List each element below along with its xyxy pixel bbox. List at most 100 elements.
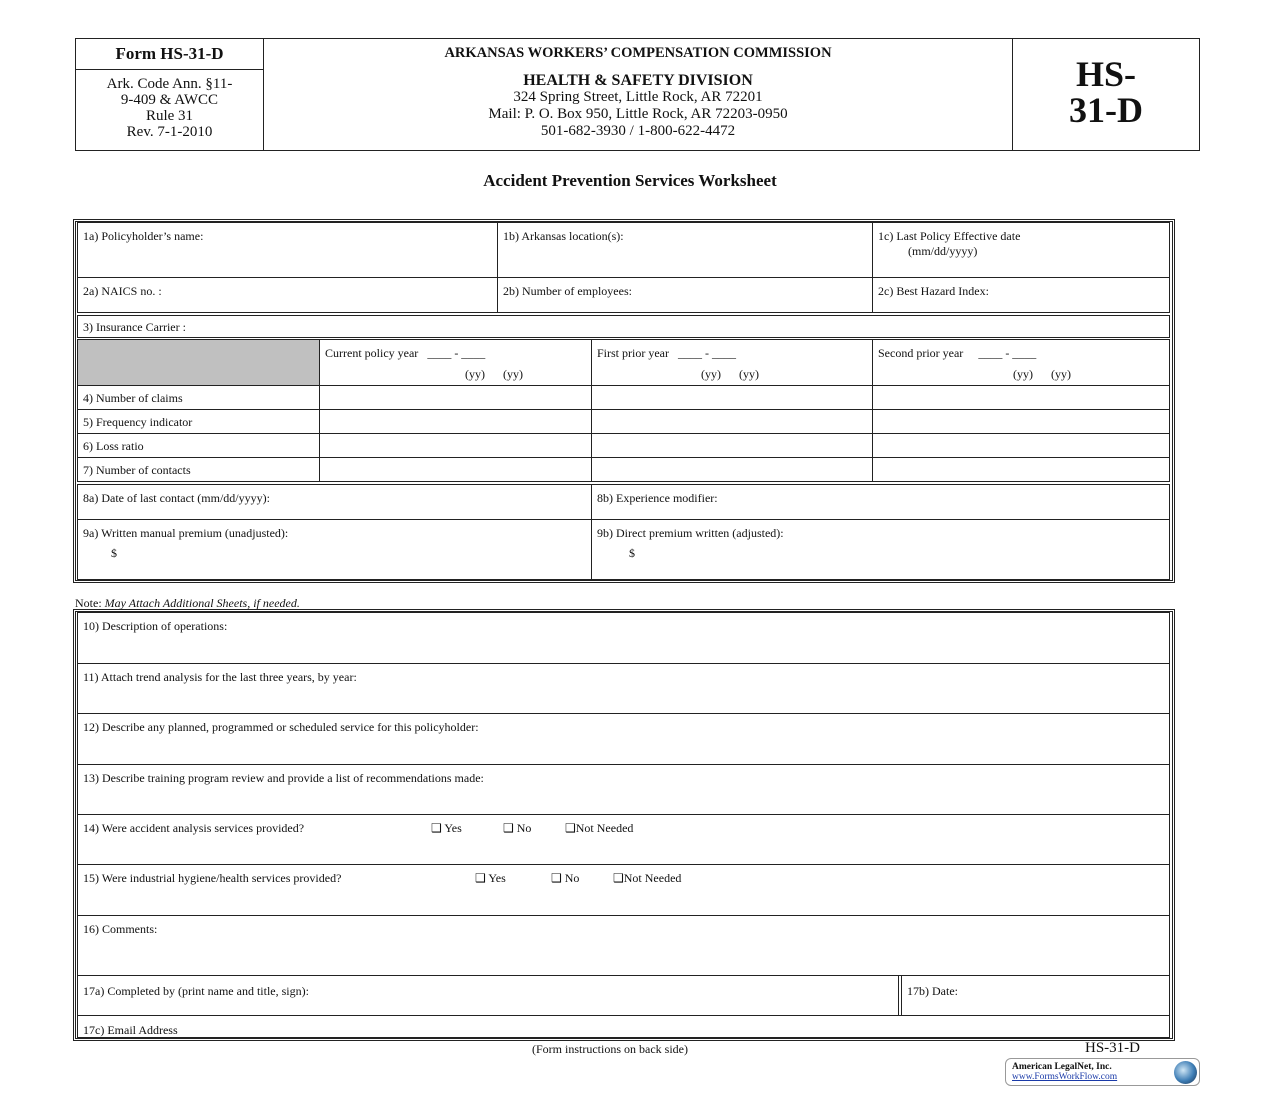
direct-premium-field[interactable]: 9b) Direct premium written (adjusted): $ (591, 519, 1170, 580)
code-line: 9-409 & AWCC (120, 92, 219, 108)
not-needed-checkbox[interactable]: ❑Not Needed (565, 821, 634, 835)
yy-label: (yy) (yy) (701, 367, 759, 381)
legalnet-logo[interactable]: American LegalNet, Inc. www.FormsWorkFlo… (1005, 1058, 1200, 1086)
code-reference: Ark. Code Ann. §11- 9-409 & AWCC Rule 31… (75, 76, 264, 140)
year-label: Second prior year (878, 346, 964, 360)
yes-checkbox[interactable]: ❑ Yes (475, 871, 506, 885)
label: 1b) Arkansas location(s): (503, 229, 624, 243)
label: 16) Comments: (83, 922, 158, 936)
label: 2c) Best Hazard Index: (878, 284, 989, 298)
employees-field[interactable]: 2b) Number of employees: (497, 277, 873, 313)
hazard-index-field[interactable]: 2c) Best Hazard Index: (872, 277, 1170, 313)
trend-analysis-field[interactable]: 11) Attach trend analysis for the last t… (77, 663, 1170, 714)
written-premium-field[interactable]: 9a) Written manual premium (unadjusted):… (77, 519, 592, 580)
label: 12) Describe any planned, programmed or … (83, 720, 479, 734)
grid-input-cell[interactable] (591, 409, 873, 434)
naics-field[interactable]: 2a) NAICS no. : (77, 277, 498, 313)
year-label: First prior year (597, 346, 669, 360)
year-blank: ____ - ____ (978, 346, 1037, 360)
big-form-id: HS- 31-D (1012, 56, 1200, 128)
year-label: Current policy year (325, 346, 419, 360)
yes-checkbox[interactable]: ❑ Yes (431, 821, 462, 835)
grid-input-cell[interactable] (591, 385, 873, 410)
grid-input-cell[interactable] (872, 433, 1170, 458)
big-form-id-line2: 31-D (1069, 90, 1143, 130)
grid-input-cell[interactable] (872, 385, 1170, 410)
label: 4) Number of claims (83, 391, 183, 405)
agency-block: ARKANSAS WORKERS’ COMPENSATION COMMISSIO… (264, 45, 1012, 140)
grid-input-cell[interactable] (591, 433, 873, 458)
division-name: HEALTH & SAFETY DIVISION (523, 72, 753, 89)
comments-field[interactable]: 16) Comments: (77, 915, 1170, 976)
section1-table (73, 219, 1175, 583)
no-checkbox[interactable]: ❑ No (551, 871, 580, 885)
note-text: May Attach Additional Sheets, if needed. (104, 596, 300, 610)
year-header: First prior year ____ - ____ (yy) (yy) (591, 339, 873, 386)
code-line: Rev. 7-1-2010 (126, 124, 213, 140)
logo-url[interactable]: www.FormsWorkFlow.com (1012, 1072, 1118, 1082)
logo-name: American LegalNet, Inc. (1012, 1062, 1112, 1072)
policy-effective-date-field[interactable]: 1c) Last Policy Effective date (mm/dd/yyy… (872, 222, 1170, 278)
planned-service-field[interactable]: 12) Describe any planned, programmed or … (77, 713, 1170, 765)
label: 9a) Written manual premium (unadjusted): (83, 526, 289, 540)
row-label: 6) Loss ratio (77, 433, 320, 458)
label: 7) Number of contacts (83, 463, 191, 477)
year-blank: ____ - ____ (427, 346, 486, 360)
label: 17c) Email Address (83, 1023, 178, 1037)
label: 10) Description of operations: (83, 619, 228, 633)
grid-corner (77, 339, 320, 386)
instructions-note: (Form instructions on back side) (532, 1042, 688, 1056)
no-checkbox[interactable]: ❑ No (503, 821, 532, 835)
hygiene-services-question: 15) Were industrial hygiene/health servi… (77, 864, 1170, 916)
row-label: 7) Number of contacts (77, 457, 320, 482)
note: Note: May Attach Additional Sheets, if n… (75, 596, 300, 611)
label: 11) Attach trend analysis for the last t… (83, 670, 357, 684)
agency-name: ARKANSAS WORKERS’ COMPENSATION COMMISSIO… (444, 45, 832, 61)
label: 5) Frequency indicator (83, 415, 193, 429)
label: 3) Insurance Carrier : (83, 320, 186, 334)
insurance-carrier-field[interactable]: 3) Insurance Carrier : (77, 315, 1170, 338)
label: 14) Were accident analysis services prov… (83, 821, 305, 835)
grid-input-cell[interactable] (319, 409, 592, 434)
last-contact-date-field[interactable]: 8a) Date of last contact (mm/dd/yyyy): (77, 484, 592, 520)
label: 17a) Completed by (print name and title,… (83, 984, 309, 998)
big-form-id-line1: HS- (1075, 54, 1136, 94)
label: 13) Describe training program review and… (83, 771, 484, 785)
label: 1a) Policyholder’s name: (83, 229, 204, 243)
label: 2b) Number of employees: (503, 284, 632, 298)
row-label: 5) Frequency indicator (77, 409, 320, 434)
accident-analysis-question: 14) Were accident analysis services prov… (77, 814, 1170, 865)
dollar-sign: $ (111, 546, 117, 560)
policyholder-name-field[interactable]: 1a) Policyholder’s name: (77, 222, 498, 278)
grid-input-cell[interactable] (872, 457, 1170, 482)
yy-label: (yy) (yy) (1013, 367, 1071, 381)
label: 8b) Experience modifier: (597, 491, 718, 505)
label: 9b) Direct premium written (adjusted): (597, 526, 784, 540)
year-blank: ____ - ____ (677, 346, 736, 360)
date-format: (mm/dd/yyyy) (908, 244, 978, 258)
page-title: Accident Prevention Services Worksheet (483, 171, 777, 190)
grid-input-cell[interactable] (591, 457, 873, 482)
code-line: Ark. Code Ann. §11- (106, 76, 233, 92)
completed-by-field[interactable]: 17a) Completed by (print name and title,… (77, 975, 899, 1016)
experience-modifier-field[interactable]: 8b) Experience modifier: (591, 484, 1170, 520)
form-id-box (75, 38, 264, 70)
code-line: Rule 31 (145, 108, 194, 124)
grid-input-cell[interactable] (319, 433, 592, 458)
label: 8a) Date of last contact (mm/dd/yyyy): (83, 491, 270, 505)
label: 17b) Date: (907, 984, 958, 998)
footer-form-id: HS-31-D (1085, 1040, 1140, 1056)
email-address-field[interactable]: 17c) Email Address (77, 1015, 1170, 1038)
year-header: Second prior year ____ - ____ (yy) (yy) (872, 339, 1170, 386)
operations-description-field[interactable]: 10) Description of operations: (77, 612, 1170, 664)
label: 15) Were industrial hygiene/health servi… (83, 871, 342, 885)
address: 324 Spring Street, Little Rock, AR 72201 (513, 89, 763, 105)
completion-date-field[interactable]: 17b) Date: (901, 975, 1170, 1016)
grid-input-cell[interactable] (319, 457, 592, 482)
arkansas-locations-field[interactable]: 1b) Arkansas location(s): (497, 222, 873, 278)
training-review-field[interactable]: 13) Describe training program review and… (77, 764, 1170, 815)
grid-input-cell[interactable] (872, 409, 1170, 434)
row-label: 4) Number of claims (77, 385, 320, 410)
not-needed-checkbox[interactable]: ❑Not Needed (613, 871, 682, 885)
grid-input-cell[interactable] (319, 385, 592, 410)
